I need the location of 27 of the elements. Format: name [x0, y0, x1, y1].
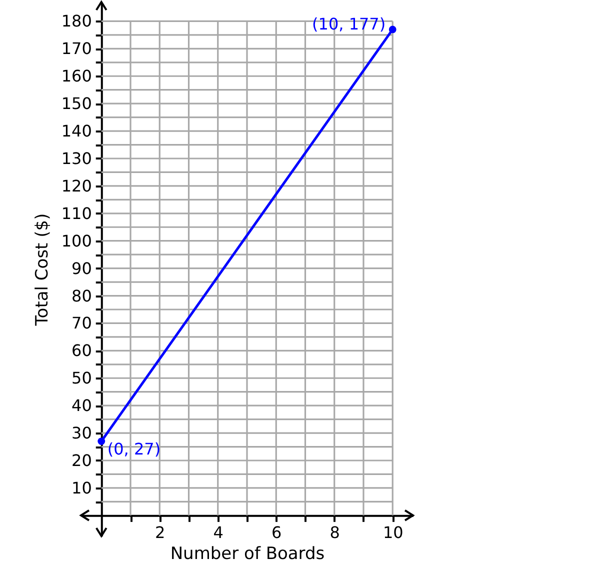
x-tick-label: 8 — [330, 522, 340, 542]
y-tick-label: 160 — [61, 66, 92, 86]
annotation: (10, 177) — [312, 14, 386, 34]
y-tick-label: 60 — [72, 341, 92, 360]
x-tick-label: 2 — [155, 522, 166, 542]
y-tick-label: 170 — [61, 39, 92, 58]
x-axis-title: Number of Boards — [170, 544, 325, 564]
y-tick-label: 20 — [72, 451, 92, 470]
y-tick-label: 10 — [72, 478, 92, 498]
y-tick-label: 110 — [61, 204, 92, 223]
y-tick-label: 140 — [61, 122, 92, 141]
y-tick-label: 150 — [61, 94, 92, 114]
y-tick-label: 90 — [72, 258, 92, 278]
y-tick-label: 100 — [61, 231, 92, 250]
y-tick-label: 120 — [61, 176, 92, 196]
y-axis-title: Total Cost ($) — [32, 213, 52, 327]
y-tick-label: 50 — [72, 368, 92, 388]
y-tick-label: 130 — [61, 148, 92, 168]
y-tick-label: 70 — [72, 314, 92, 333]
y-tick-label: 30 — [72, 424, 92, 443]
y-tick-label: 80 — [72, 286, 92, 306]
y-tick-label: 40 — [72, 396, 92, 416]
x-tick-label: 6 — [272, 522, 282, 542]
annotation: (0, 27) — [107, 439, 161, 458]
x-tick-label: 10 — [382, 522, 404, 542]
x-tick-label: 4 — [213, 522, 224, 542]
y-tick-label: 180 — [61, 12, 92, 31]
